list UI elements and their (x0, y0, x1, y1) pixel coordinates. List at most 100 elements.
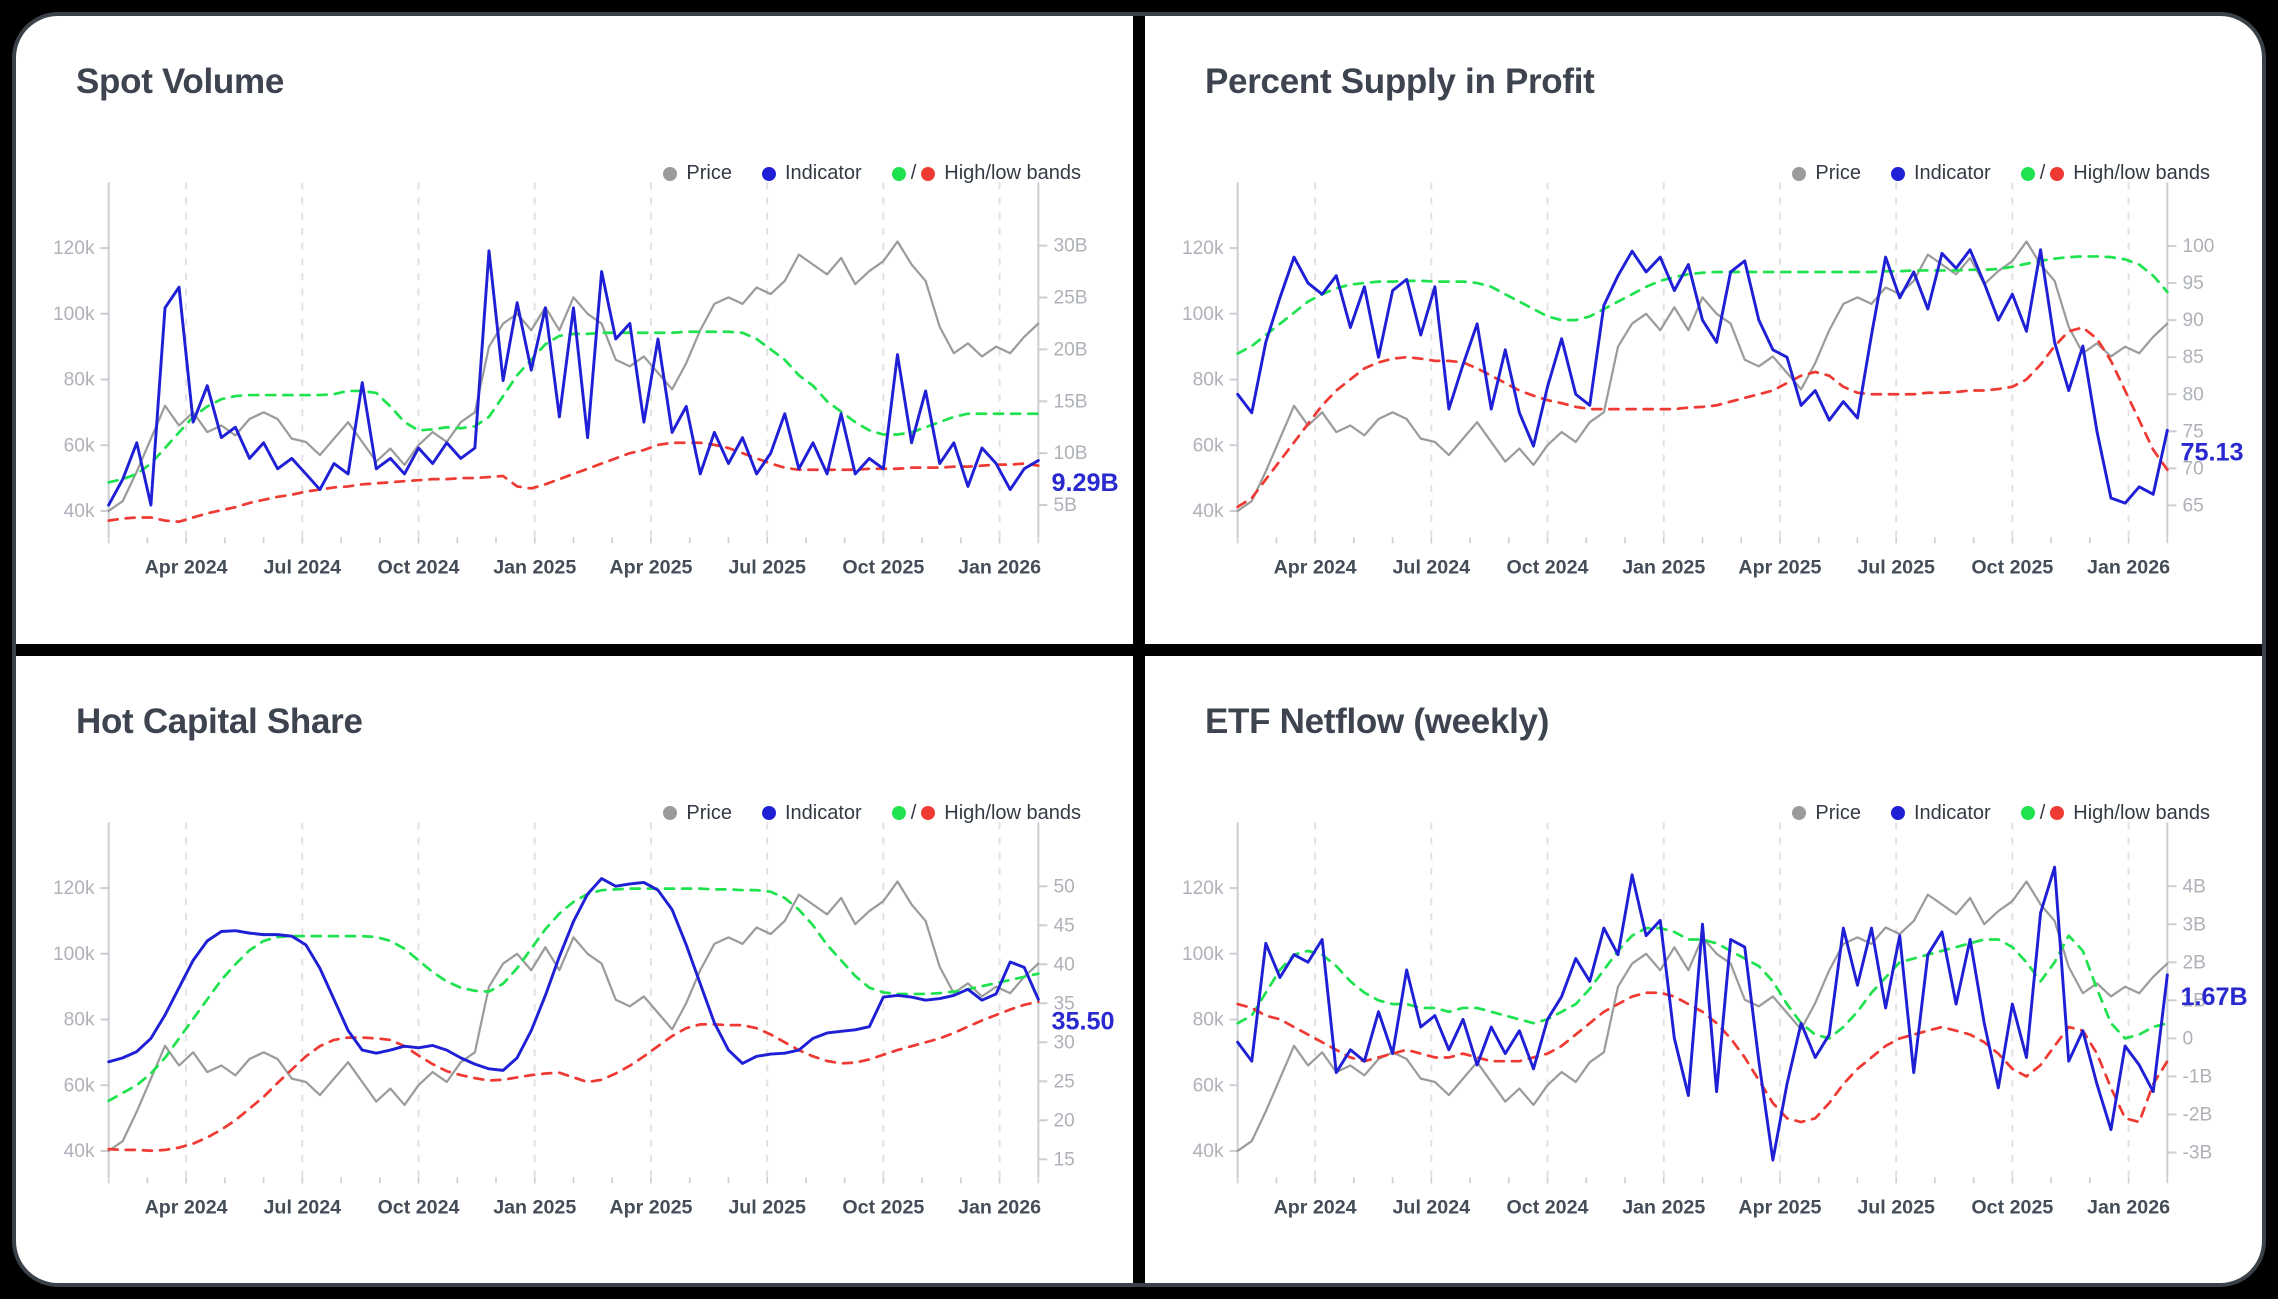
right-tick-label: 5B (1053, 495, 1076, 516)
x-axis-label: Oct 2024 (1507, 1196, 1589, 1218)
left-tick-label: 80k (1193, 370, 1224, 391)
x-axis-label: Oct 2025 (1971, 1196, 2053, 1218)
legend-slash: / (2039, 162, 2046, 184)
indicator-dot-icon (1890, 166, 1905, 181)
band-high-line (107, 330, 1040, 484)
x-axis-label: Oct 2024 (378, 557, 460, 579)
legend-bands-label: High/low bands (2073, 801, 2210, 824)
band-high-dot-icon (2020, 166, 2035, 181)
legend-item-indicator[interactable]: Indicator (761, 162, 862, 185)
chart-legend: Price Indicator / High/low bands (1792, 162, 2210, 185)
x-axis-label: Jul 2025 (728, 1196, 806, 1218)
left-tick-label: 60k (64, 1075, 95, 1096)
right-tick-label: 20 (1053, 1110, 1074, 1131)
right-tick-label: -2B (2182, 1104, 2212, 1125)
x-axis-label: Jan 2026 (958, 557, 1041, 579)
right-tick-label: 20B (1053, 339, 1087, 360)
legend-item-bands[interactable]: / High/low bands (2020, 162, 2210, 185)
price-line (107, 240, 1040, 513)
price-line (1236, 240, 2169, 513)
indicator-dot-icon (761, 806, 776, 820)
x-axis-label: Apr 2024 (1274, 557, 1357, 579)
x-axis-label: Oct 2024 (1507, 557, 1589, 579)
x-axis-label: Apr 2024 (145, 557, 228, 579)
legend-item-indicator[interactable]: Indicator (1890, 801, 1991, 825)
right-tick-label: -3B (2182, 1142, 2212, 1163)
legend-bands-label: High/low bands (944, 162, 1081, 184)
x-axis-label: Jan 2025 (493, 1196, 576, 1218)
x-axis-label: Apr 2024 (145, 1196, 228, 1218)
right-tick-label: 1B (2182, 990, 2205, 1011)
band-high-dot-icon (891, 166, 906, 181)
price-dot-icon (1792, 806, 1807, 820)
charts-card: Spot Volume Price Indicator / High/low ba… (12, 12, 2266, 1287)
x-axis-label: Jul 2024 (264, 557, 342, 579)
chart-title: Percent Supply in Profit (1205, 62, 1595, 101)
x-axis-label: Jan 2025 (493, 557, 576, 579)
band-high-line (107, 886, 1040, 1102)
legend-indicator-label: Indicator (784, 801, 862, 824)
band-high-line (1236, 255, 2169, 355)
right-tick-label: 15B (1053, 391, 1087, 412)
legend-item-price[interactable]: Price (663, 162, 732, 185)
band-low-line (1236, 990, 2169, 1123)
left-tick-label: 120k (53, 878, 95, 899)
legend-item-bands[interactable]: / High/low bands (891, 801, 1081, 825)
x-axis-label: Apr 2025 (609, 557, 692, 579)
indicator-line (1236, 248, 2169, 505)
legend-item-price[interactable]: Price (1792, 802, 1861, 825)
legend-item-indicator[interactable]: Indicator (761, 801, 862, 825)
legend-item-bands[interactable]: / High/low bands (2020, 801, 2210, 825)
left-tick-label: 100k (1182, 304, 1224, 325)
legend-indicator-label: Indicator (784, 162, 862, 184)
current-value-label: 9.29B (1051, 469, 1118, 497)
chart-canvas-etf-netflow: Apr 2024 Jul 2024 Oct 2024 Jan 2025 Apr 2025… (1182, 821, 2248, 1218)
price-line (107, 879, 1040, 1152)
price-dot-icon (1792, 166, 1807, 181)
panel-percent-supply-in-profit: Percent Supply in Profit Price Indicator… (1145, 16, 2262, 644)
legend-item-price[interactable]: Price (663, 802, 732, 825)
x-axis-label: Jul 2024 (1393, 557, 1471, 579)
legend-item-price[interactable]: Price (1792, 162, 1861, 185)
right-tick-label: 75 (2182, 421, 2203, 442)
legend-item-bands[interactable]: / High/low bands (891, 162, 1081, 185)
band-high-dot-icon (2020, 806, 2035, 820)
legend-slash: / (910, 162, 917, 184)
x-axis-label: Oct 2025 (842, 1196, 924, 1218)
chart-canvas-spot-volume: Apr 2024 Jul 2024 Oct 2024 Jan 2025 Apr 2025… (53, 182, 1119, 579)
band-low-dot-icon (921, 806, 936, 820)
right-tick-label: 85 (2182, 347, 2203, 368)
left-tick-label: 60k (1193, 1075, 1224, 1096)
x-axis-label: Jan 2025 (1622, 1196, 1705, 1218)
left-tick-label: 40k (1193, 1141, 1224, 1162)
indicator-line (107, 876, 1040, 1072)
x-axis-label: Apr 2025 (609, 1196, 692, 1218)
charts-grid: Spot Volume Price Indicator / High/low ba… (16, 16, 2262, 1283)
chart-legend: Price Indicator / High/low bands (663, 162, 1081, 185)
band-low-line (107, 999, 1040, 1152)
legend-bands-label: High/low bands (944, 801, 1081, 824)
chart-legend: Price Indicator / High/low bands (1792, 802, 2210, 825)
right-tick-label: 65 (2182, 495, 2203, 516)
left-tick-label: 60k (64, 435, 95, 456)
right-tick-label: -1B (2182, 1066, 2212, 1087)
indicator-dot-icon (1890, 806, 1905, 820)
panel-hot-capital-share: Hot Capital Share Price Indicator / High/… (16, 655, 1133, 1283)
legend-price-label: Price (686, 801, 732, 824)
right-tick-label: 40 (1053, 954, 1074, 975)
chart-title: Hot Capital Share (76, 701, 363, 741)
panel-spot-volume: Spot Volume Price Indicator / High/low ba… (16, 16, 1133, 644)
legend-item-indicator[interactable]: Indicator (1890, 162, 1991, 185)
left-tick-label: 40k (64, 501, 95, 522)
x-axis-label: Jan 2026 (958, 1196, 1041, 1218)
left-tick-label: 100k (1182, 943, 1224, 964)
right-tick-label: 45 (1053, 915, 1074, 936)
left-tick-label: 120k (1182, 878, 1224, 899)
legend-indicator-label: Indicator (1913, 801, 1991, 824)
right-tick-label: 30B (1053, 236, 1087, 257)
right-tick-label: 100 (2182, 236, 2214, 257)
current-value-label: 1.67B (2180, 983, 2247, 1011)
left-tick-label: 40k (1193, 501, 1224, 522)
legend-price-label: Price (1815, 162, 1861, 184)
left-tick-label: 100k (53, 943, 95, 964)
